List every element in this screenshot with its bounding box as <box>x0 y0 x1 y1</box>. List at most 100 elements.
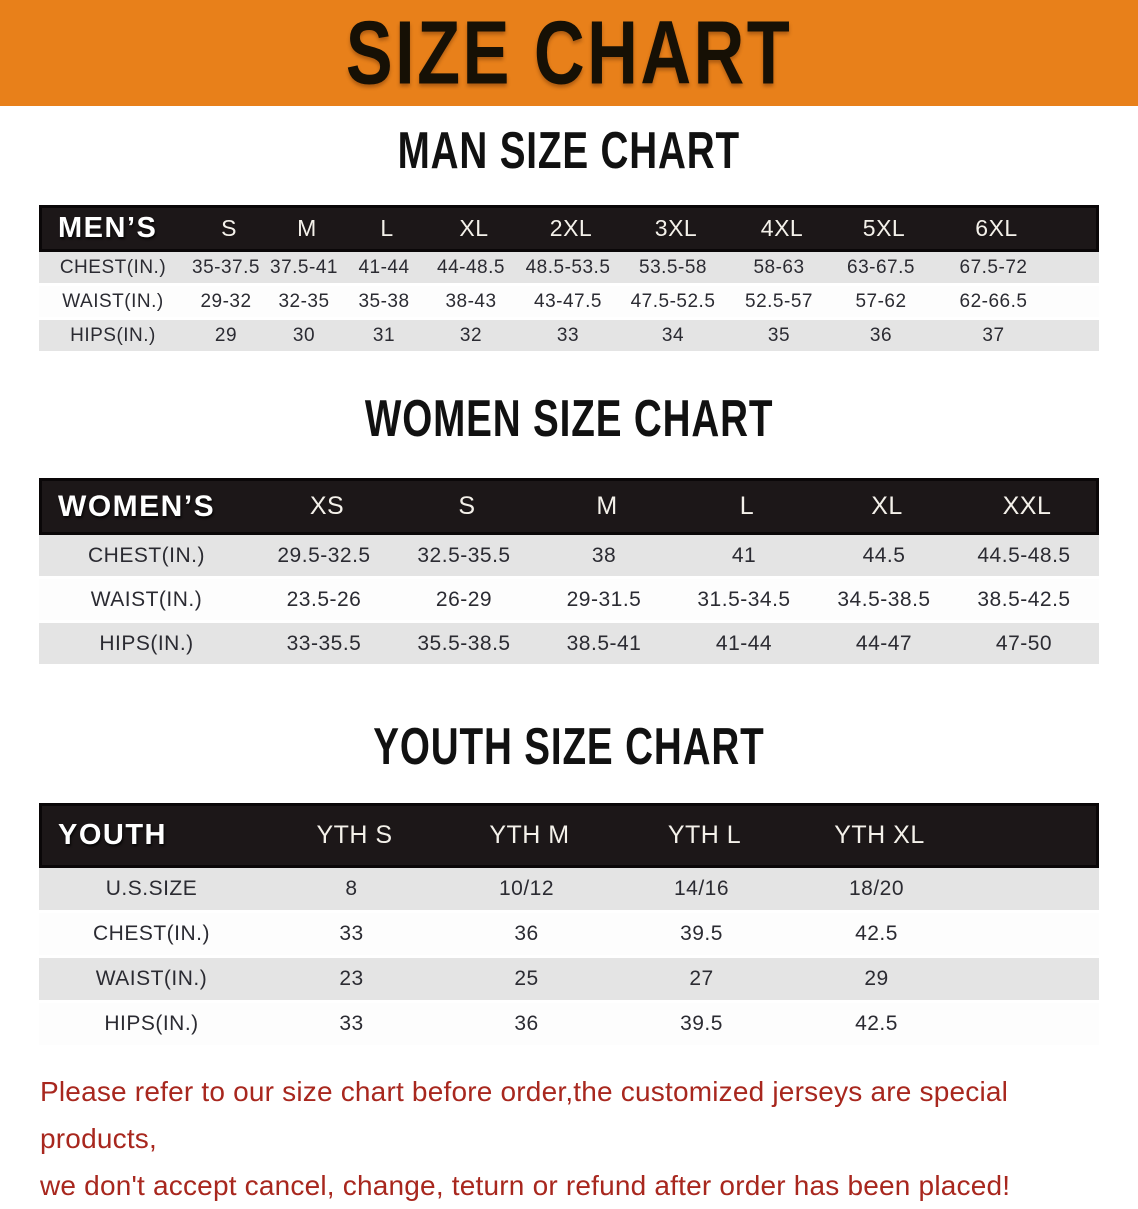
size-value: 62-66.5 <box>959 290 1028 312</box>
youth-size-table: YOUTH YTH S YTH M YTH L YTH XL U.S.SIZE 8 10/12… <box>39 803 1099 1048</box>
size-value: 44-48.5 <box>437 256 505 278</box>
row-label-hips-in: HIPS(IN.) <box>104 1012 199 1035</box>
size-table-row-hips-in: HIPS(IN.) 29 30 31 32 33 34 35 36 37 <box>39 320 1099 354</box>
size-value: 33 <box>339 922 364 945</box>
column-header-l: L <box>739 492 755 520</box>
size-value: 47.5-52.5 <box>630 290 716 312</box>
column-header-xl: XL <box>459 215 489 241</box>
size-value: 35-38 <box>358 290 410 312</box>
size-value: 38 <box>591 543 617 567</box>
size-value: 36 <box>514 922 539 945</box>
size-value: 52.5-57 <box>745 290 813 312</box>
size-table-row-waist-in: WAIST(IN.) 29-32 32-35 35-38 38-43 43-47.5 47.… <box>39 286 1099 320</box>
size-value: 39.5 <box>680 1012 723 1035</box>
row-label-waist-in: WAIST(IN.) <box>95 967 208 990</box>
size-value: 33-35.5 <box>286 631 362 655</box>
table-title-cell-youth: YOUTH <box>58 819 167 851</box>
column-header-s: S <box>221 215 237 241</box>
size-value: 18/20 <box>848 877 905 900</box>
size-value: 27 <box>689 967 714 990</box>
size-value: 41-44 <box>358 256 410 278</box>
man-size-chart-section: MAN SIZE CHART MEN’S S M L XL 2XL 3XL 4XL 5XL 6XL… <box>0 120 1138 354</box>
row-label-chest-in: CHEST(IN.) <box>93 922 210 945</box>
size-value: 41 <box>731 543 757 567</box>
size-value: 32 <box>459 324 483 346</box>
table-title-cell-men-s: MEN’S <box>58 212 158 244</box>
size-value: 29.5-32.5 <box>277 543 371 567</box>
size-value: 31.5-34.5 <box>697 587 791 611</box>
size-value: 29-32 <box>200 290 252 312</box>
men-size-table: MEN’S S M L XL 2XL 3XL 4XL 5XL 6XL CHEST(IN.) 35-37… <box>39 205 1099 354</box>
banner-title: SIZE CHART <box>345 1 793 103</box>
size-value: 42.5 <box>855 1012 898 1035</box>
size-value: 44-47 <box>855 631 913 655</box>
size-value: 43-47.5 <box>534 290 602 312</box>
column-header-yth-xl: YTH XL <box>834 821 925 849</box>
size-value: 38-43 <box>445 290 497 312</box>
size-table-header-row: WOMEN’S XS S M L XL XXL <box>39 478 1099 535</box>
row-label-u-s-size: U.S.SIZE <box>105 877 198 900</box>
size-value: 44.5 <box>862 543 906 567</box>
row-label-chest-in: CHEST(IN.) <box>59 256 167 278</box>
row-label-chest-in: CHEST(IN.) <box>88 543 205 567</box>
size-value: 29 <box>864 967 889 990</box>
column-header-xxl: XXL <box>1002 492 1052 520</box>
column-header-s: S <box>458 492 476 520</box>
size-value: 42.5 <box>855 922 898 945</box>
size-table-row-waist-in: WAIST(IN.) 23 25 27 29 <box>39 958 1099 1003</box>
size-table-header-row: MEN’S S M L XL 2XL 3XL 4XL 5XL 6XL <box>39 205 1099 252</box>
size-value: 29 <box>214 324 238 346</box>
size-table-row-chest-in: CHEST(IN.) 33 36 39.5 42.5 <box>39 913 1099 958</box>
size-value: 44.5-48.5 <box>977 543 1071 567</box>
row-label-hips-in: HIPS(IN.) <box>70 324 156 346</box>
size-value: 14/16 <box>673 877 730 900</box>
size-value: 35.5-38.5 <box>417 631 511 655</box>
women-size-chart-section: WOMEN SIZE CHART WOMEN’S XS S M L XL XXL CHEST(… <box>0 388 1138 667</box>
size-value: 63-67.5 <box>847 256 915 278</box>
banner: SIZE CHART <box>0 0 1138 106</box>
size-table-row-u-s-size: U.S.SIZE 8 10/12 14/16 18/20 <box>39 868 1099 913</box>
size-value: 36 <box>514 1012 539 1035</box>
column-header-xl: XL <box>871 492 903 520</box>
size-value: 23 <box>339 967 364 990</box>
women-size-chart-heading: WOMEN SIZE CHART <box>364 388 774 448</box>
size-value: 8 <box>345 877 358 900</box>
size-value: 25 <box>514 967 539 990</box>
size-value: 23.5-26 <box>286 587 362 611</box>
size-value: 31 <box>372 324 396 346</box>
size-value: 48.5-53.5 <box>525 256 611 278</box>
size-table-row-chest-in: CHEST(IN.) 35-37.5 37.5-41 41-44 44-48.5 48.5… <box>39 252 1099 286</box>
size-value: 53.5-58 <box>639 256 707 278</box>
size-value: 47-50 <box>995 631 1053 655</box>
size-value: 33 <box>556 324 580 346</box>
disclaimer-line-1: Please refer to our size chart before or… <box>40 1076 1009 1154</box>
women-size-table: WOMEN’S XS S M L XL XXL CHEST(IN.) 29.5-32.5 32.5… <box>39 478 1099 667</box>
column-header-3xl: 3XL <box>654 215 698 241</box>
column-header-6xl: 6XL <box>975 215 1018 241</box>
size-value: 34.5-38.5 <box>837 587 931 611</box>
column-header-l: L <box>380 215 394 241</box>
size-value: 35 <box>767 324 791 346</box>
column-header-yth-m: YTH M <box>489 821 570 849</box>
row-label-waist-in: WAIST(IN.) <box>62 290 164 312</box>
youth-size-chart-section: YOUTH SIZE CHART YOUTH YTH S YTH M YTH L YTH… <box>0 716 1138 1048</box>
disclaimer-note: Please refer to our size chart before or… <box>40 1068 1128 1209</box>
size-table-row-hips-in: HIPS(IN.) 33 36 39.5 42.5 <box>39 1003 1099 1048</box>
size-value: 37 <box>982 324 1005 346</box>
size-value: 58-63 <box>753 256 805 278</box>
size-value: 57-62 <box>855 290 907 312</box>
size-table-row-chest-in: CHEST(IN.) 29.5-32.5 32.5-35.5 38 41 44.5 44.5… <box>39 535 1099 579</box>
column-header-m: M <box>596 492 618 520</box>
column-header-yth-s: YTH S <box>316 821 393 849</box>
row-label-waist-in: WAIST(IN.) <box>90 587 203 611</box>
youth-size-chart-heading: YOUTH SIZE CHART <box>373 716 765 776</box>
size-value: 33 <box>339 1012 364 1035</box>
column-header-2xl: 2XL <box>549 215 593 241</box>
size-value: 32-35 <box>278 290 330 312</box>
size-value: 10/12 <box>498 877 555 900</box>
man-size-chart-heading: MAN SIZE CHART <box>397 120 741 180</box>
disclaimer-line-2: we don't accept cancel, change, teturn o… <box>40 1170 1011 1201</box>
size-value: 34 <box>661 324 685 346</box>
row-label-hips-in: HIPS(IN.) <box>99 631 194 655</box>
size-value: 36 <box>869 324 893 346</box>
